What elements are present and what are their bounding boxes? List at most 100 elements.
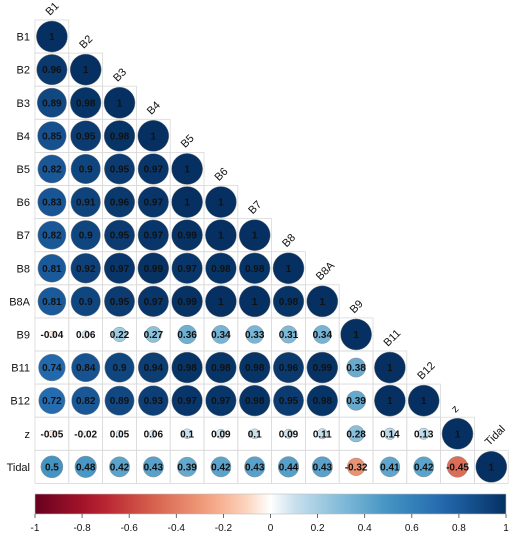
corr-circle-b8-b2 <box>70 253 101 284</box>
corr-circle-b8a-b3 <box>104 285 135 317</box>
corr-value-b8-b8: 1 <box>286 264 292 275</box>
corr-circle-b12-b6 <box>205 385 237 417</box>
corr-circle-b9-b5 <box>177 324 197 345</box>
row-label-z: z <box>25 429 31 441</box>
corr-value-b8a-b6: 1 <box>218 297 224 308</box>
corr-circle-b8a-b4 <box>137 285 169 317</box>
colorbar-tick-label-5: 0 <box>268 523 274 534</box>
corr-value-b3-b3: 1 <box>117 98 123 109</box>
corr-value-b9-b6: 0.34 <box>211 330 231 341</box>
corr-value-tidal-b9: -0.32 <box>345 462 368 473</box>
corr-circle-b8-b8 <box>272 252 305 285</box>
corr-circle-b12-b7 <box>239 385 271 417</box>
corr-circle-b12-b4 <box>138 385 169 416</box>
column-label-b7: B7 <box>246 199 264 217</box>
corr-value-tidal-b12: 0.42 <box>414 462 434 473</box>
corr-value-b9-b2: 0.06 <box>76 330 96 341</box>
corr-circle-z-b2 <box>83 431 89 437</box>
corr-circle-b11-b11 <box>374 351 406 384</box>
corr-value-z-b9: 0.28 <box>346 429 366 440</box>
corr-circle-b4-b1 <box>37 121 67 151</box>
corr-value-b8a-b3: 0.95 <box>110 297 130 308</box>
column-label-b4: B4 <box>145 99 163 117</box>
corr-value-b4-b3: 0.98 <box>110 131 130 142</box>
corr-value-b6-b1: 0.83 <box>42 198 62 209</box>
corr-circle-b3-b3 <box>103 86 136 119</box>
corr-circle-z-b9 <box>347 425 365 443</box>
corr-value-b12-b1: 0.72 <box>42 396 62 407</box>
corr-value-b7-b5: 0.99 <box>177 231 197 242</box>
corr-value-b12-b8a: 0.98 <box>313 396 333 407</box>
corr-circle-b3-b2 <box>70 87 102 119</box>
corr-circle-b8a-b1 <box>37 287 67 316</box>
corr-circle-b11-b2 <box>71 353 101 383</box>
corr-value-b4-b1: 0.85 <box>42 131 62 142</box>
colorbar-tick-label-9: 0.8 <box>452 523 466 534</box>
corr-value-b11-b1: 0.74 <box>42 363 62 374</box>
corr-value-b5-b3: 0.95 <box>110 164 130 175</box>
corr-value-tidal-b8a: 0.43 <box>313 462 333 473</box>
corr-circle-b11-b3 <box>104 352 135 383</box>
corr-value-b11-b2: 0.84 <box>76 363 96 374</box>
corr-circle-b6-b4 <box>137 186 169 218</box>
corr-value-b11-b9: 0.38 <box>346 363 366 374</box>
corr-circle-tidal-b6 <box>210 456 232 478</box>
corr-circle-b11-b8a <box>306 351 339 384</box>
corr-value-b6-b5: 1 <box>184 198 190 209</box>
corr-circle-tidal-tidal <box>475 451 508 483</box>
corr-circle-b11-b8 <box>273 352 304 384</box>
corr-value-z-b1: -0.05 <box>41 429 64 440</box>
corr-circle-b9-b3 <box>111 326 128 342</box>
corr-circle-b7-b5 <box>171 219 203 251</box>
corr-value-tidal-z: -0.45 <box>446 462 469 473</box>
corr-value-b8-b3: 0.97 <box>110 264 130 275</box>
corr-circle-b12-b8 <box>273 385 304 417</box>
row-label-b7: B7 <box>17 230 30 242</box>
corr-circle-b4-b2 <box>70 120 102 152</box>
corr-value-b8-b5: 0.97 <box>177 264 197 275</box>
corr-circle-b11-b4 <box>137 352 169 383</box>
corr-value-b7-b4: 0.97 <box>144 231 164 242</box>
corr-value-tidal-b6: 0.42 <box>211 462 231 473</box>
corr-value-b12-b11: 1 <box>387 396 393 407</box>
corr-value-b11-b3: 0.9 <box>113 363 127 374</box>
row-label-b4: B4 <box>17 131 30 143</box>
corr-value-b12-b9: 0.39 <box>346 396 366 407</box>
corr-circle-b6-b1 <box>37 187 67 217</box>
corr-circle-z-b7 <box>249 428 260 439</box>
corr-value-b8a-b8: 0.98 <box>279 297 299 308</box>
corr-value-b9-b5: 0.36 <box>177 330 197 341</box>
corr-circle-b11-b1 <box>38 353 66 382</box>
corr-circle-b6-b6 <box>205 186 237 218</box>
corr-value-b9-b8a: 0.34 <box>313 330 333 341</box>
corr-circle-tidal-b2 <box>74 455 97 478</box>
corr-circle-b5-b1 <box>37 154 67 184</box>
corr-circle-b8a-b8a <box>306 285 339 318</box>
corr-circle-z-b12 <box>417 427 430 440</box>
colorbar <box>34 493 507 515</box>
corr-circle-tidal-b12 <box>413 456 435 478</box>
corr-circle-tidal-b9 <box>347 457 366 476</box>
column-label-b12: B12 <box>415 360 437 382</box>
corr-circle-b12-b2 <box>71 386 101 415</box>
corr-circle-b3-b1 <box>36 87 67 118</box>
column-label-b8: B8 <box>280 232 298 250</box>
corr-value-b5-b4: 0.97 <box>144 164 164 175</box>
corr-value-b7-b3: 0.95 <box>110 231 130 242</box>
corr-value-b6-b4: 0.97 <box>144 198 164 209</box>
corr-circle-b7-b2 <box>70 220 101 251</box>
corr-circle-b4-b3 <box>103 120 136 152</box>
corr-circle-b9-b6 <box>211 325 231 344</box>
corr-value-z-b5: 0.1 <box>180 429 194 440</box>
corr-circle-b8a-b6 <box>205 285 237 318</box>
colorbar-tick-label-8: 0.6 <box>405 523 419 534</box>
corr-circle-b9-b1 <box>48 331 56 338</box>
corr-circle-tidal-b1 <box>40 455 64 479</box>
corr-value-z-b8a: 0.11 <box>313 429 332 440</box>
column-label-b1: B1 <box>44 0 62 18</box>
corr-value-b5-b5: 1 <box>184 164 190 175</box>
corr-value-tidal-b11: 0.41 <box>380 462 400 473</box>
corr-circle-b8a-b7 <box>238 285 271 318</box>
corr-circle-b8-b5 <box>171 252 203 284</box>
